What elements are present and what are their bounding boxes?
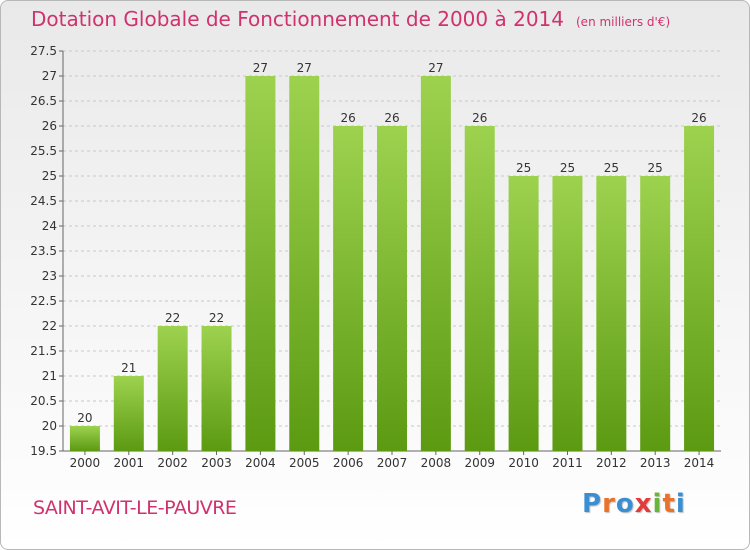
y-tick-label: 21.5 (30, 344, 57, 358)
data-label: 22 (209, 311, 224, 325)
x-tick-label: 2003 (201, 456, 232, 470)
data-label: 27 (297, 61, 312, 75)
y-tick-label: 25.5 (30, 144, 57, 158)
data-label: 21 (121, 361, 136, 375)
y-tick-label: 20.5 (30, 394, 57, 408)
bar (464, 126, 495, 451)
data-label: 25 (516, 161, 531, 175)
y-tick-label: 19.5 (30, 444, 57, 458)
data-label: 26 (384, 111, 399, 125)
x-tick-label: 2008 (421, 456, 452, 470)
bar (684, 126, 715, 451)
data-label: 26 (340, 111, 355, 125)
data-label: 25 (648, 161, 663, 175)
chart-title-text: Dotation Globale de Fonctionnement de 20… (31, 7, 564, 31)
x-tick-label: 2007 (377, 456, 408, 470)
logo-letter: x (634, 489, 653, 519)
data-label: 27 (253, 61, 268, 75)
data-label: 26 (472, 111, 487, 125)
y-tick-label: 23 (42, 269, 57, 283)
labels: 19.5 20 20.5 21 21.5 22 22.5 23 23.5 24 24.5 25 25.5… (30, 44, 714, 470)
data-label: 25 (560, 161, 575, 175)
x-tick-label: 2011 (552, 456, 583, 470)
bar (157, 326, 188, 451)
x-tick-label: 2002 (157, 456, 188, 470)
data-label: 26 (691, 111, 706, 125)
bar (552, 176, 583, 451)
y-tick-label: 27 (42, 69, 57, 83)
bar (596, 176, 627, 451)
bar (333, 126, 364, 451)
x-tick-label: 2010 (508, 456, 539, 470)
bar (289, 76, 320, 451)
logo-letter: o (615, 489, 635, 519)
bar (201, 326, 232, 451)
y-tick-label: 25 (42, 169, 57, 183)
y-tick-label: 22.5 (30, 294, 57, 308)
bar (245, 76, 276, 451)
x-tick-label: 2009 (464, 456, 495, 470)
x-tick-label: 2013 (640, 456, 671, 470)
y-tick-label: 26 (42, 119, 57, 133)
y-tick-label: 20 (42, 419, 57, 433)
logo-letter: P (582, 489, 603, 519)
proxiti-logo: Proxiti (582, 489, 686, 519)
logo-letter: t (662, 489, 676, 519)
data-label: 27 (428, 61, 443, 75)
y-tick-label: 27.5 (30, 44, 57, 58)
x-tick-label: 2005 (289, 456, 320, 470)
data-label: 22 (165, 311, 180, 325)
y-tick-label: 21 (42, 369, 57, 383)
x-tick-label: 2006 (333, 456, 364, 470)
x-tick-label: 2001 (114, 456, 145, 470)
y-tick-label: 24 (42, 219, 57, 233)
logo-letter: r (602, 489, 616, 519)
logo-letter: i (675, 489, 686, 519)
data-label: 25 (604, 161, 619, 175)
bars (69, 76, 715, 451)
chart-title: Dotation Globale de Fonctionnement de 20… (31, 7, 670, 31)
commune-name: SAINT-AVIT-LE-PAUVRE (33, 497, 237, 519)
x-tick-label: 2004 (245, 456, 276, 470)
bar (377, 126, 407, 451)
bar (69, 426, 100, 451)
y-tick-label: 24.5 (30, 194, 57, 208)
chart-unit: (en milliers d'€) (576, 15, 671, 29)
x-tick-label: 2014 (684, 456, 715, 470)
y-tick-label: 23.5 (30, 244, 57, 258)
x-tick-label: 2012 (596, 456, 627, 470)
bar (420, 76, 451, 451)
data-label: 20 (77, 411, 92, 425)
logo-letter: i (652, 489, 663, 519)
bar (508, 176, 539, 451)
bar (113, 376, 144, 451)
y-tick-label: 22 (42, 319, 57, 333)
bar (640, 176, 671, 451)
y-tick-label: 26.5 (30, 94, 57, 108)
x-tick-label: 2000 (70, 456, 101, 470)
